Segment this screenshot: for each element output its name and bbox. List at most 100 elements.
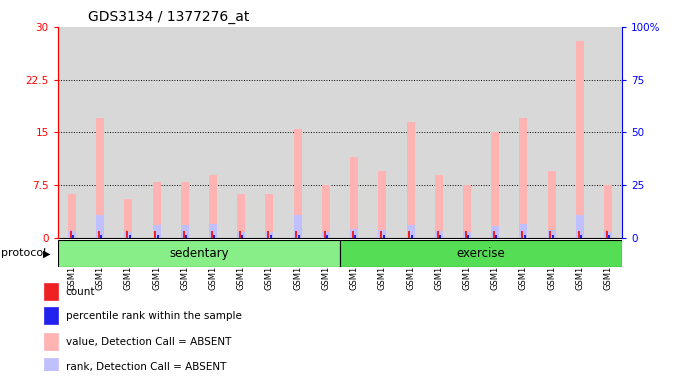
Bar [199,27,227,238]
Bar [296,231,297,238]
Bar [324,231,326,238]
Bar [409,231,410,238]
Bar [435,175,443,238]
Bar [44,307,58,324]
Text: ▶: ▶ [43,248,50,258]
Bar [437,231,439,238]
Bar [237,232,245,238]
Text: protocol: protocol [1,248,47,258]
Bar [157,235,158,238]
Bar [227,27,256,238]
Bar [70,231,71,238]
Bar [407,225,415,238]
Bar [465,231,466,238]
Bar [606,231,608,238]
Bar [154,231,156,238]
Bar [214,235,215,238]
Bar [322,232,330,238]
Bar [425,27,453,238]
Bar [491,226,499,238]
Bar [576,215,584,238]
Bar [411,235,413,238]
Bar [552,235,554,238]
Bar [209,175,217,238]
Bar [350,157,358,238]
Bar [298,235,300,238]
Bar [383,235,384,238]
Bar [143,27,171,238]
Bar [547,171,556,238]
Bar [211,231,213,238]
Bar [183,231,184,238]
Bar [340,240,622,267]
Bar [239,231,241,238]
Bar [609,235,610,238]
Bar [265,232,273,238]
Bar [396,27,425,238]
Bar [467,235,469,238]
Bar [481,27,509,238]
Bar [185,235,187,238]
Bar [496,235,497,238]
Bar [44,333,58,350]
Bar [378,171,386,238]
Bar [101,235,102,238]
Text: sedentary: sedentary [169,247,228,260]
Bar [72,235,74,238]
Bar [124,199,133,238]
Bar [549,231,551,238]
Bar [354,235,356,238]
Bar [538,27,566,238]
Bar [86,27,114,238]
Bar [294,129,302,238]
Bar [237,194,245,238]
Text: rank, Detection Call = ABSENT: rank, Detection Call = ABSENT [65,362,226,372]
Text: exercise: exercise [457,247,505,260]
Bar [369,27,396,238]
Bar [96,215,104,238]
Bar [241,235,243,238]
Bar [114,27,143,238]
Bar [509,27,538,238]
Bar [152,225,160,238]
Bar [68,194,76,238]
Bar [380,231,382,238]
Text: count: count [65,287,95,297]
Bar [58,27,86,238]
Bar [340,27,369,238]
Text: percentile rank within the sample: percentile rank within the sample [65,311,241,321]
Bar [284,27,312,238]
Bar [463,185,471,238]
Bar [124,232,133,238]
Bar [520,224,528,238]
Bar [294,215,302,238]
Bar [256,27,284,238]
Bar [312,27,340,238]
Bar [522,231,523,238]
Bar [181,225,189,238]
Bar [604,185,612,238]
Bar [520,118,528,238]
Bar [491,132,499,238]
Bar [209,224,217,238]
Bar [58,240,340,267]
Bar [439,235,441,238]
Bar [270,235,271,238]
Bar [44,358,58,376]
Bar [126,231,128,238]
Bar [463,232,471,238]
Bar [152,182,160,238]
Bar [352,231,354,238]
Bar [68,231,76,238]
Bar [129,235,131,238]
Bar [96,118,104,238]
Bar [580,235,582,238]
Bar [98,231,100,238]
Bar [267,231,269,238]
Bar [547,230,556,238]
Bar [578,231,579,238]
Bar [181,182,189,238]
Bar [594,27,622,238]
Bar [453,27,481,238]
Bar [493,231,495,238]
